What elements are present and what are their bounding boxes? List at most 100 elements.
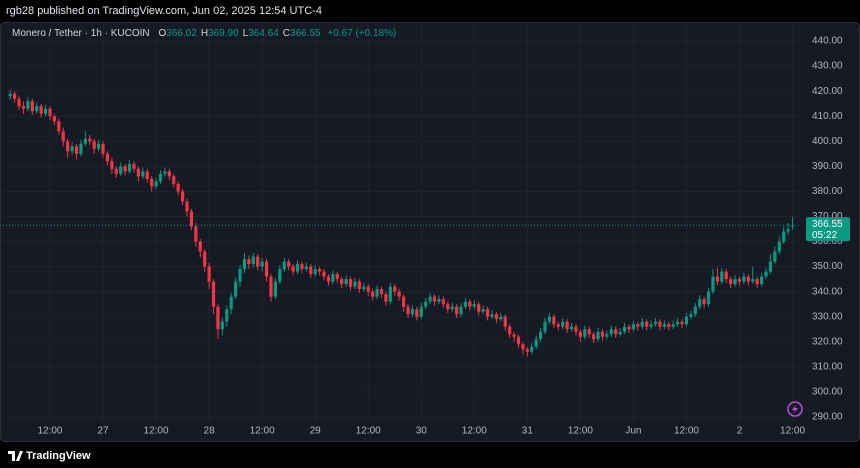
x-tick-label: 29 bbox=[310, 426, 322, 437]
candle-body bbox=[729, 279, 733, 285]
candle-body bbox=[145, 171, 149, 179]
candle-body bbox=[105, 153, 110, 162]
candle-body bbox=[569, 326, 574, 330]
candle-body bbox=[247, 259, 251, 265]
y-tick-label: 290.00 bbox=[812, 412, 843, 423]
candle-body bbox=[614, 329, 618, 335]
candle-body bbox=[618, 331, 622, 335]
candle-body bbox=[172, 176, 176, 184]
candle-body bbox=[653, 321, 658, 325]
candle-body bbox=[269, 276, 273, 297]
candle-body bbox=[419, 306, 423, 317]
y-tick-label: 310.00 bbox=[812, 361, 843, 372]
candle-body bbox=[238, 269, 242, 282]
candle-body bbox=[786, 228, 790, 232]
candle-body bbox=[574, 326, 578, 332]
candle-body bbox=[455, 306, 459, 315]
candle-body bbox=[393, 286, 397, 292]
candle-body bbox=[627, 326, 631, 330]
candle-body bbox=[706, 291, 711, 305]
price-tag-countdown: 05:22 bbox=[812, 230, 837, 241]
candle-body bbox=[428, 296, 432, 302]
candle-body bbox=[114, 168, 118, 174]
candle-body bbox=[35, 106, 39, 112]
candle-body bbox=[309, 266, 313, 275]
y-tick-label: 350.00 bbox=[812, 261, 843, 272]
candle-body bbox=[711, 276, 715, 292]
legend-key: O bbox=[158, 28, 166, 39]
candle-body bbox=[676, 321, 680, 325]
candle-body bbox=[755, 279, 759, 285]
candle-body bbox=[667, 324, 671, 327]
candle-body bbox=[163, 171, 167, 174]
legend-change: +0.67 (+0.18%) bbox=[327, 28, 396, 39]
candle-body bbox=[300, 264, 304, 270]
candle-body bbox=[132, 163, 136, 169]
legend-values: O366.02 H369.90 L364.64 C366.55 bbox=[158, 28, 321, 39]
candle-body bbox=[746, 276, 750, 282]
candle-body bbox=[742, 276, 746, 282]
candle-body bbox=[636, 324, 640, 327]
candle-body bbox=[516, 336, 521, 345]
candle-body bbox=[609, 329, 613, 335]
candle-body bbox=[123, 166, 127, 172]
candle-body bbox=[477, 304, 481, 312]
candle-body bbox=[503, 316, 507, 327]
candle-body bbox=[578, 331, 582, 337]
candle-body bbox=[362, 286, 366, 290]
candle-body bbox=[543, 321, 547, 332]
candle-body bbox=[782, 231, 786, 242]
candle-body bbox=[154, 181, 158, 187]
legend-value: 369.90 bbox=[208, 28, 239, 39]
candle-body bbox=[583, 329, 587, 337]
candle-body bbox=[207, 266, 211, 282]
candle-body bbox=[180, 191, 185, 202]
y-tick-label: 440.00 bbox=[812, 36, 843, 47]
candle-body bbox=[556, 324, 560, 327]
candle-body bbox=[366, 286, 370, 292]
candle-body bbox=[698, 299, 702, 307]
y-tick-label: 320.00 bbox=[812, 336, 843, 347]
candle-body bbox=[48, 108, 52, 117]
candle-body bbox=[561, 321, 565, 327]
candle-body bbox=[291, 266, 295, 272]
candle-body bbox=[43, 108, 48, 114]
x-tick-label: 12:00 bbox=[250, 426, 275, 437]
candle-body bbox=[189, 211, 194, 227]
candle-body bbox=[229, 296, 233, 310]
candle-body bbox=[313, 269, 317, 275]
candle-body bbox=[198, 241, 202, 252]
candle-body bbox=[278, 269, 282, 282]
candle-body bbox=[720, 271, 724, 282]
candle-body bbox=[525, 349, 529, 352]
candle-body bbox=[751, 279, 755, 282]
chart-panel bbox=[0, 22, 860, 442]
candle-body bbox=[353, 281, 357, 287]
candle-body bbox=[406, 306, 410, 315]
candle-body bbox=[97, 143, 101, 149]
legend-value: 366.02 bbox=[166, 28, 197, 39]
candle-body bbox=[777, 241, 781, 252]
candle-body bbox=[631, 324, 636, 330]
candle-body bbox=[101, 143, 105, 154]
legend-value: 366.55 bbox=[290, 28, 321, 39]
candle-body bbox=[287, 261, 291, 267]
candle-body bbox=[790, 225, 795, 227]
footer-brand: TradingView bbox=[26, 450, 91, 462]
candle-body bbox=[203, 251, 207, 267]
candle-body bbox=[565, 321, 569, 330]
candle-body bbox=[415, 309, 419, 317]
candle-body bbox=[410, 309, 415, 315]
candle-body bbox=[596, 331, 600, 340]
candle-body bbox=[150, 178, 154, 187]
candle-body bbox=[530, 346, 534, 352]
x-tick-label: 12:00 bbox=[780, 426, 805, 437]
candle-body bbox=[432, 296, 437, 302]
candle-body bbox=[384, 294, 388, 302]
y-tick-label: 390.00 bbox=[812, 161, 843, 172]
x-tick-label: 12:00 bbox=[674, 426, 699, 437]
candle-body bbox=[715, 276, 719, 282]
x-tick-label: 12:00 bbox=[462, 426, 487, 437]
candle-body bbox=[335, 274, 339, 280]
